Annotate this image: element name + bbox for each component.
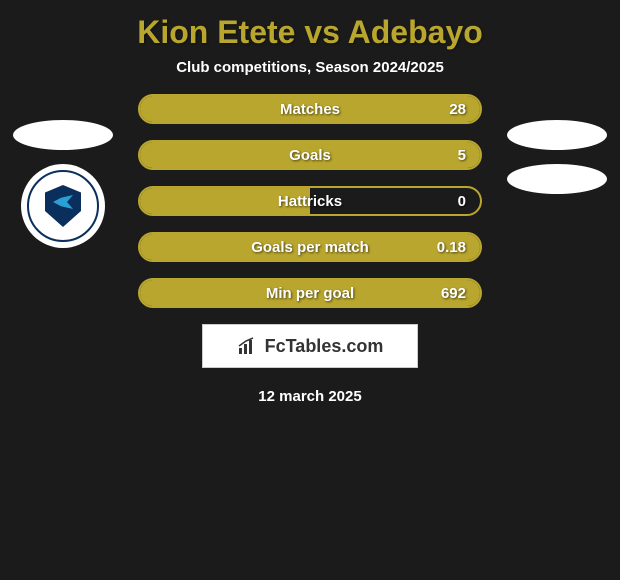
stat-row-min-per-goal: Min per goal 692 [138, 278, 482, 308]
stat-value: 0.18 [437, 239, 466, 256]
stat-row-goals-per-match: Goals per match 0.18 [138, 232, 482, 262]
stat-value: 5 [458, 147, 466, 164]
stats-container: Matches 28 Goals 5 Hattricks 0 Goals per… [138, 94, 482, 308]
player-left-avatar [13, 120, 113, 150]
brand-text: FcTables.com [265, 336, 384, 357]
player-left-club-badge [21, 164, 105, 248]
comparison-date: 12 march 2025 [0, 388, 620, 405]
stat-value: 0 [458, 193, 466, 210]
stat-label: Goals per match [251, 239, 369, 256]
bar-chart-icon [237, 336, 259, 356]
stat-label: Matches [280, 101, 340, 118]
stat-label: Hattricks [278, 193, 342, 210]
cardiff-bluebird-icon [53, 195, 73, 209]
comparison-subtitle: Club competitions, Season 2024/2025 [0, 59, 620, 94]
player-right-avatar [507, 120, 607, 150]
stat-label: Min per goal [266, 285, 354, 302]
stat-row-hattricks: Hattricks 0 [138, 186, 482, 216]
cardiff-shield-icon [45, 185, 81, 227]
player-left-column [8, 120, 118, 248]
player-right-club-oval [507, 164, 607, 194]
brand-watermark[interactable]: FcTables.com [202, 324, 418, 368]
comparison-title: Kion Etete vs Adebayo [0, 0, 620, 59]
stat-row-goals: Goals 5 [138, 140, 482, 170]
stat-value: 692 [441, 285, 466, 302]
stat-row-matches: Matches 28 [138, 94, 482, 124]
stat-value: 28 [449, 101, 466, 118]
cardiff-badge-ring [27, 170, 99, 242]
player-right-column [502, 120, 612, 208]
stat-label: Goals [289, 147, 331, 164]
